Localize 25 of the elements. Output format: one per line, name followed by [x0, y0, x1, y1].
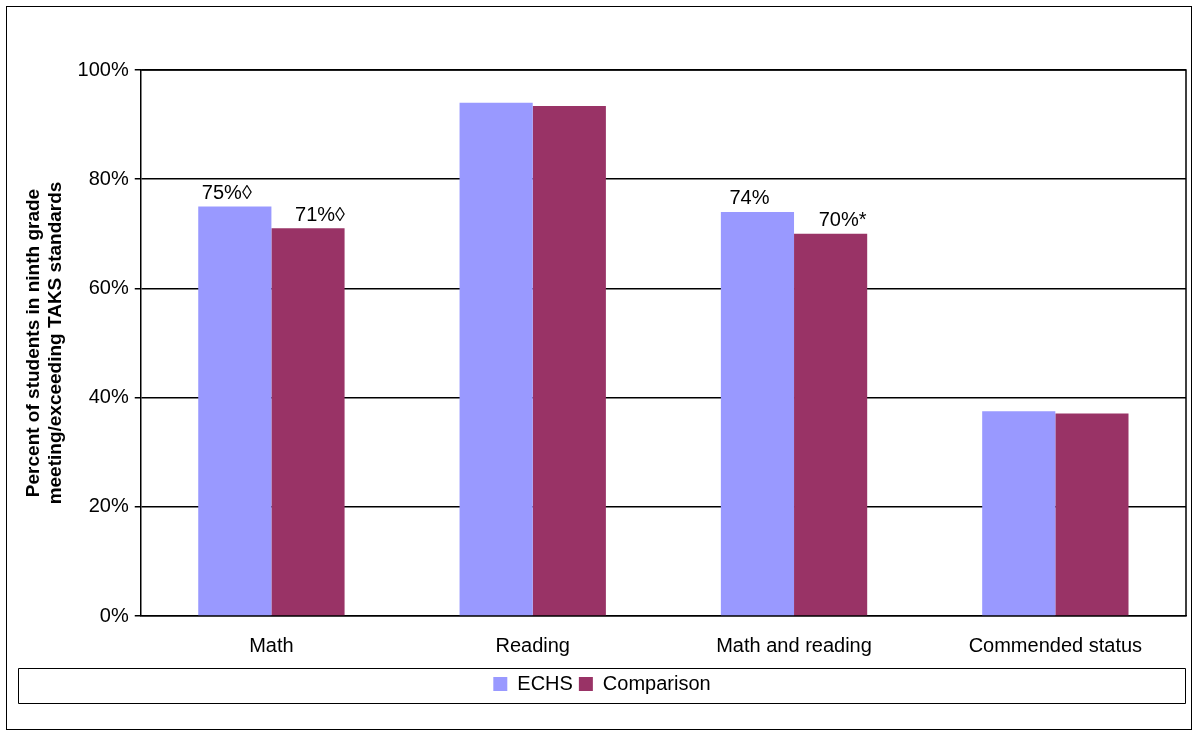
- y-tick-label: 80%: [88, 166, 129, 189]
- bar: [459, 102, 533, 616]
- legend-label: Comparison: [602, 671, 711, 694]
- x-tick-label: Reading: [495, 633, 570, 656]
- y-tick-label: 40%: [88, 385, 129, 408]
- bar: [982, 411, 1056, 616]
- bar: [271, 228, 345, 616]
- y-tick-label: 0%: [99, 603, 129, 626]
- y-tick-label: 60%: [88, 275, 129, 298]
- data-label: 70%*: [818, 208, 867, 231]
- x-tick-label: Math and reading: [716, 633, 872, 656]
- data-label: 74%: [729, 186, 770, 209]
- x-tick-label: Math: [249, 633, 294, 656]
- bar: [198, 206, 272, 616]
- bar: [1055, 413, 1129, 616]
- bar: [720, 211, 795, 616]
- bar: [532, 106, 606, 616]
- legend-label: ECHS: [517, 671, 573, 694]
- data-label: 71%◊: [295, 202, 346, 225]
- y-tick-label: 20%: [88, 494, 129, 517]
- x-tick-label: Commended status: [968, 633, 1143, 656]
- data-label: 75%◊: [201, 181, 252, 204]
- bar: [794, 233, 868, 616]
- y-axis-title: Percent of students in ninth grade meeting/exceeding TAKS standards: [21, 181, 66, 505]
- y-tick-label: 100%: [77, 57, 129, 80]
